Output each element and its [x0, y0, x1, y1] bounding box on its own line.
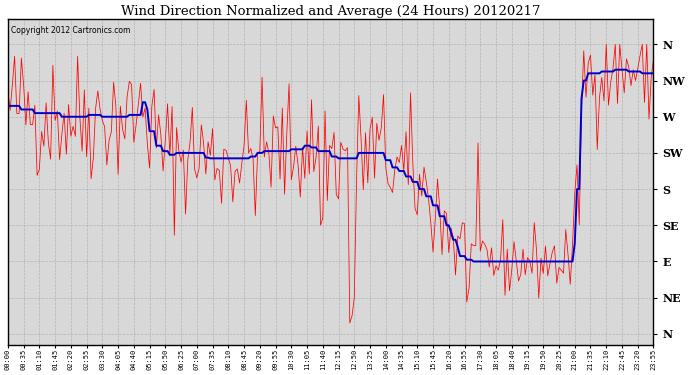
Title: Wind Direction Normalized and Average (24 Hours) 20120217: Wind Direction Normalized and Average (2…	[121, 5, 540, 18]
Text: Copyright 2012 Cartronics.com: Copyright 2012 Cartronics.com	[11, 26, 130, 34]
